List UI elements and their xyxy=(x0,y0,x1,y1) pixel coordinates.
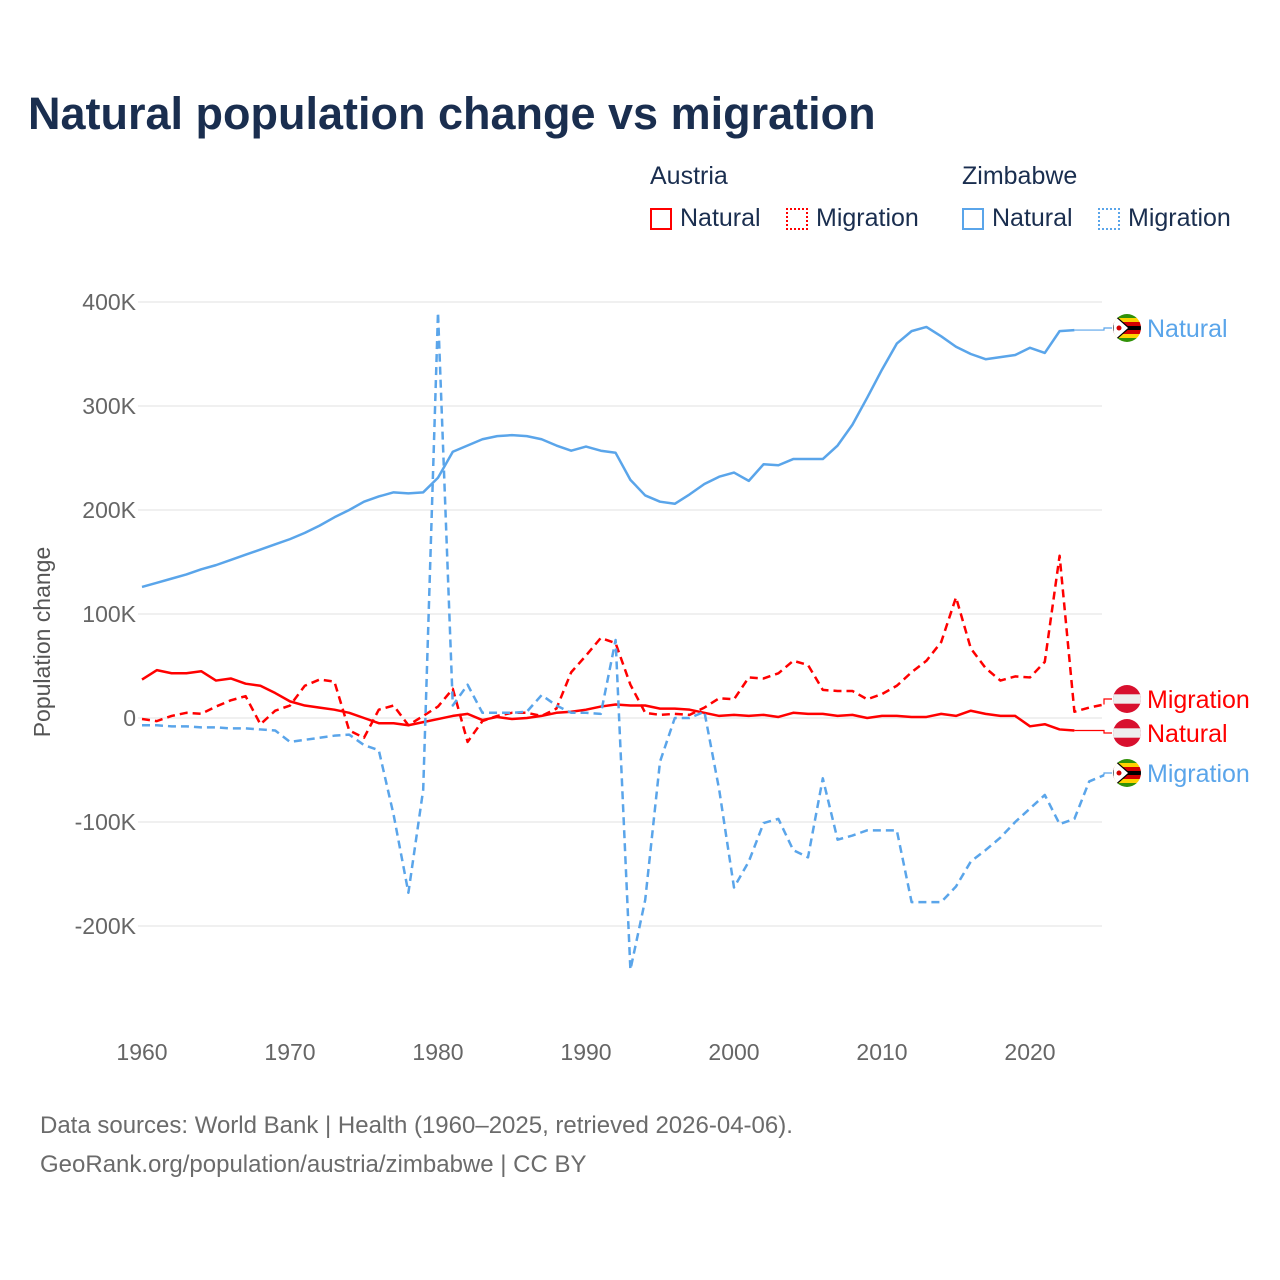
footer-link[interactable]: GeoRank.org/population/austria/zimbabwe … xyxy=(40,1151,587,1178)
legend-item-zimbabwe-migration[interactable]: Migration xyxy=(1098,204,1231,233)
legend-group-austria: Austria xyxy=(650,162,728,190)
legend-item-zimbabwe-natural[interactable]: Natural xyxy=(962,204,1073,233)
series-connector xyxy=(1074,729,1112,734)
end-label-zimbabwe-natural: Natural xyxy=(1147,315,1228,343)
legend-label: Natural xyxy=(992,204,1073,232)
x-tick-label: 1960 xyxy=(116,1039,167,1065)
zimbabwe-flag-icon xyxy=(1113,759,1141,787)
y-tick-label: 100K xyxy=(82,601,136,627)
y-tick-label: -200K xyxy=(75,913,137,939)
footer-sources: Data sources: World Bank | Health (1960–… xyxy=(40,1112,793,1139)
series-line-zimbabwe-natural xyxy=(141,325,1075,589)
x-tick-label: 1980 xyxy=(412,1039,463,1065)
legend-swatch-dotted xyxy=(786,207,808,230)
legend-swatch-solid xyxy=(650,207,672,230)
legend-label: Natural xyxy=(680,204,761,232)
end-label-zimbabwe-migration: Migration xyxy=(1147,760,1250,788)
legend-item-austria-migration[interactable]: Migration xyxy=(786,204,919,233)
x-tick-label: 1970 xyxy=(264,1039,315,1065)
legend-swatch-dotted xyxy=(1098,207,1120,230)
zimbabwe-flag-icon xyxy=(1113,314,1141,342)
series-line-austria-migration xyxy=(141,554,1105,744)
series-connector xyxy=(1103,698,1112,705)
legend-group-zimbabwe: Zimbabwe xyxy=(962,162,1078,190)
x-tick-label: 2010 xyxy=(856,1039,907,1065)
austria-flag-icon xyxy=(1113,719,1141,747)
series-line-austria-natural xyxy=(141,668,1075,732)
end-label-austria-natural: Natural xyxy=(1147,720,1228,748)
series-line-zimbabwe-migration xyxy=(142,311,1105,971)
y-tick-label: 400K xyxy=(82,289,136,315)
end-label-austria-migration: Migration xyxy=(1147,686,1250,714)
legend-item-austria-natural[interactable]: Natural xyxy=(650,204,761,233)
legend-label: Migration xyxy=(1128,204,1231,232)
chart-title: Natural population change vs migration xyxy=(28,88,876,139)
y-tick-label: 300K xyxy=(82,393,136,419)
y-tick-label: -100K xyxy=(75,809,137,835)
austria-flag-icon xyxy=(1113,685,1141,713)
legend-swatch-solid xyxy=(962,207,984,230)
y-tick-label: 0 xyxy=(123,705,136,731)
y-tick-label: 200K xyxy=(82,497,136,523)
footer: Data sources: World Bank | Health (1960–… xyxy=(40,1106,793,1184)
series-connector xyxy=(1103,772,1112,776)
legend-label: Migration xyxy=(816,204,919,232)
y-axis-label: Population change xyxy=(29,547,55,738)
x-tick-label: 2000 xyxy=(708,1039,759,1065)
x-tick-label: 1990 xyxy=(560,1039,611,1065)
x-tick-label: 2020 xyxy=(1004,1039,1055,1065)
series-connector xyxy=(1074,327,1112,331)
